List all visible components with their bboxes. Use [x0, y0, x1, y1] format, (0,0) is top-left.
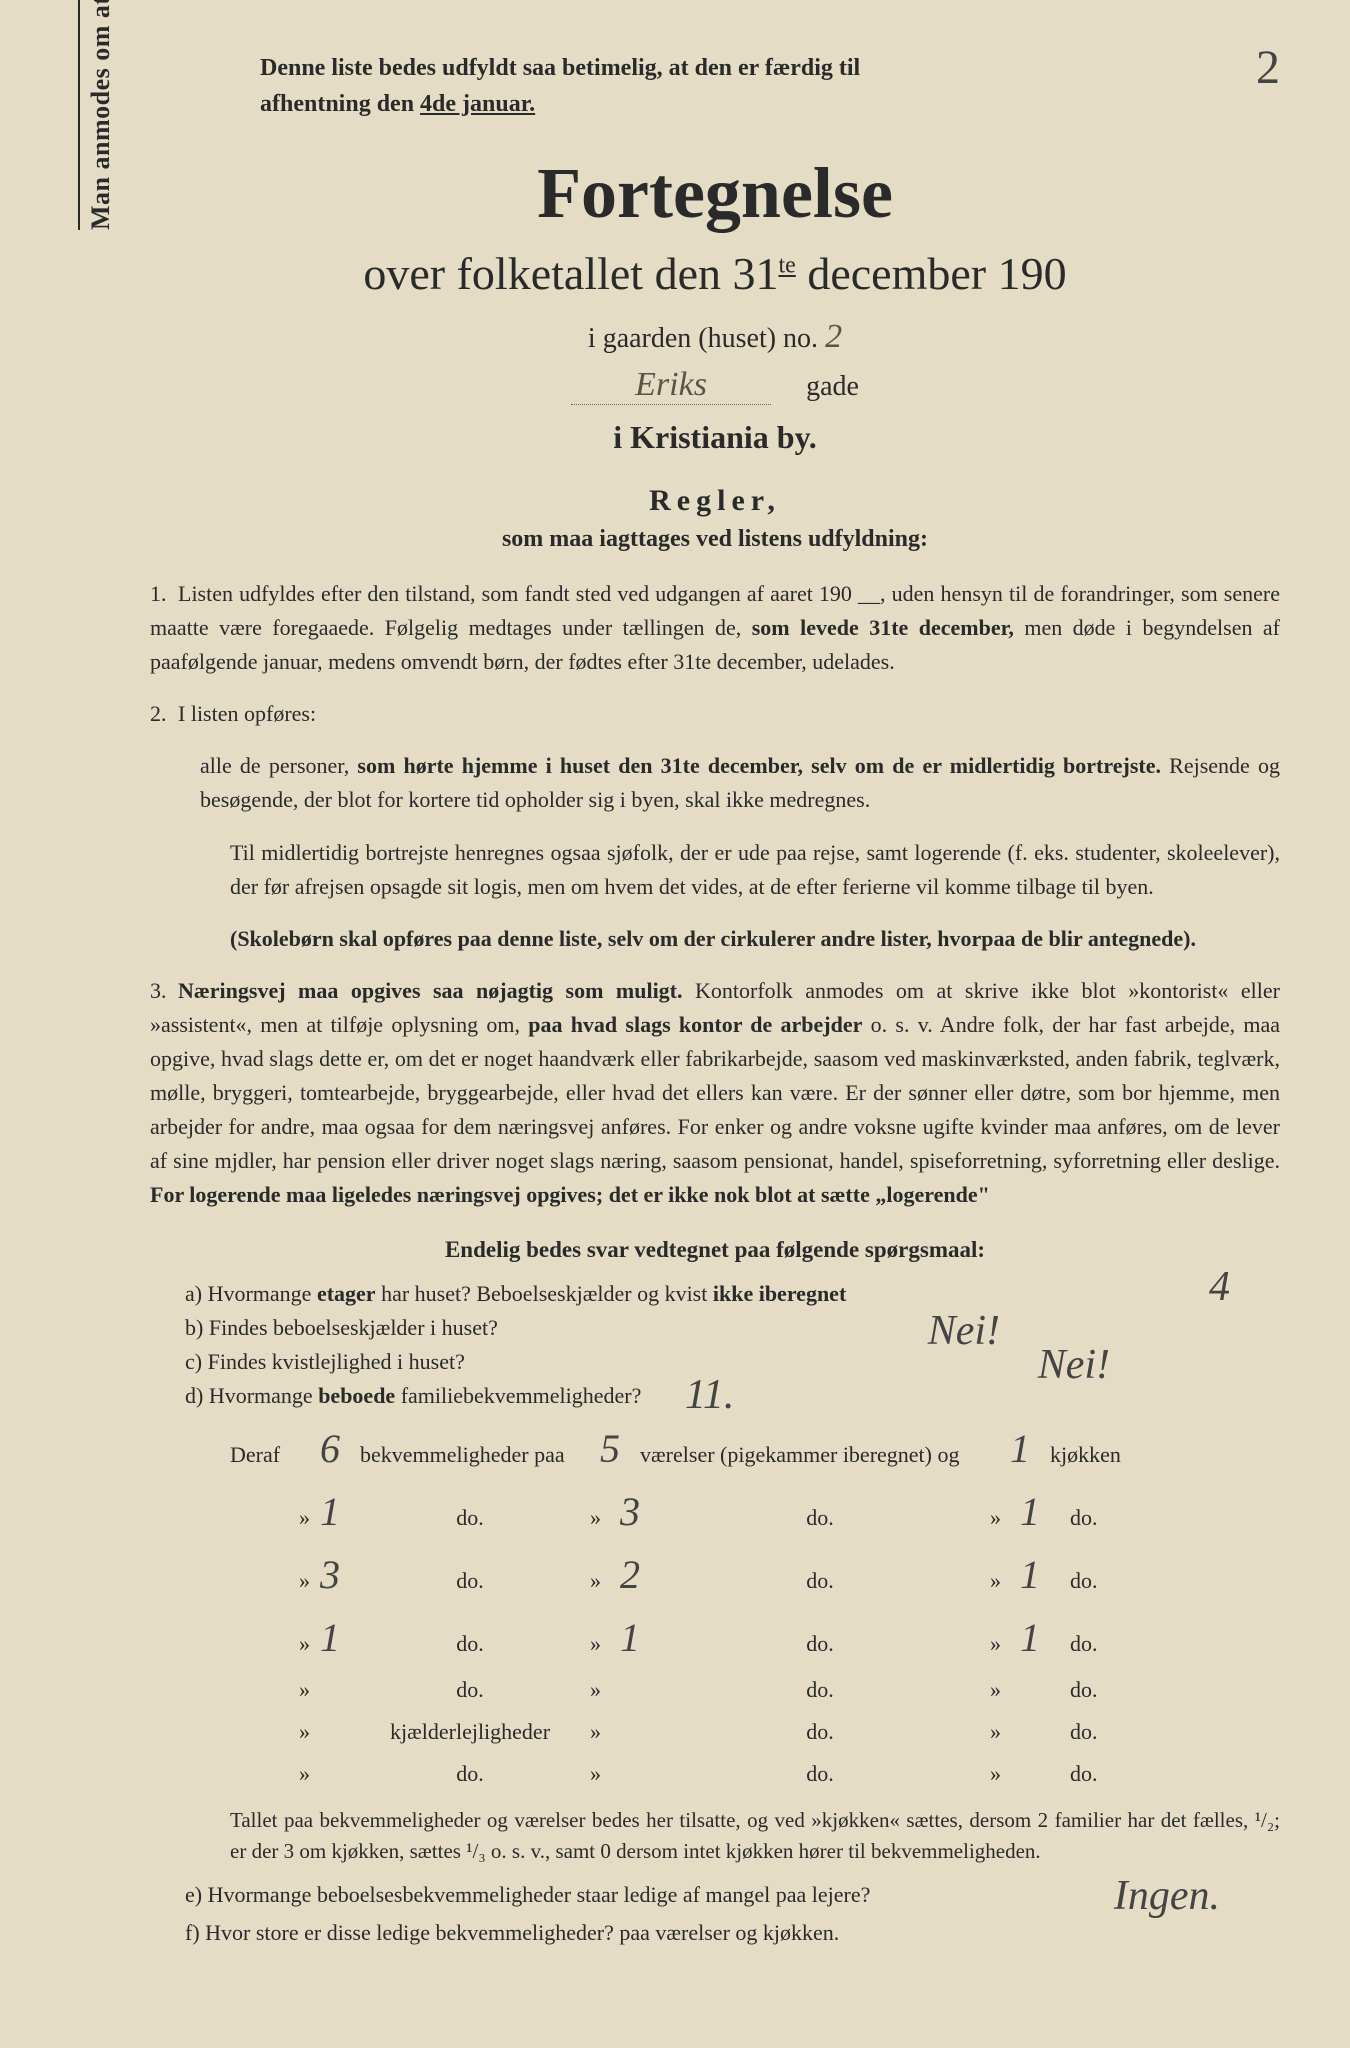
qd-answer: 11. — [685, 1371, 734, 1419]
street-name: Eriks — [571, 366, 771, 405]
r1-l1: do. — [350, 1505, 590, 1531]
r2-c3: 1 — [1010, 1551, 1050, 1598]
table-row-2: » 3 do. » 2 do. » 1 do. — [230, 1551, 1280, 1598]
r5-l3: do. — [1050, 1719, 1098, 1745]
r1-l3: do. — [1050, 1505, 1098, 1531]
r4-l3: do. — [1050, 1677, 1098, 1703]
r5-l2: do. — [650, 1719, 990, 1745]
rule3-bold2: paa hvad slags kontor de arbejder — [528, 1012, 862, 1037]
qe-answer: Ingen. — [1114, 1872, 1220, 1920]
vertical-instruction: Man anmodes om at gjennemlæse og nøje at… — [78, 0, 116, 230]
rule2a-text: alle de personer, — [200, 753, 357, 778]
table-row-5: » kjælderlejligheder » do. » do. — [230, 1719, 1280, 1745]
r6-l2: do. — [650, 1761, 990, 1787]
rule3-bold1: Næringsvej maa opgives saa nøjagtig som … — [178, 978, 683, 1003]
subtitle-sup: te — [779, 253, 796, 279]
header-note-line1: Denne liste bedes udfyldt saa betimelig,… — [260, 55, 860, 81]
footer-note: Tallet paa bekvemmeligheder og værelser … — [230, 1805, 1280, 1868]
qb-text: Findes beboelseskjælder i huset? — [209, 1315, 498, 1340]
subtitle-post: december 190 — [796, 248, 1067, 299]
table-row-6: » do. » do. » do. — [230, 1761, 1280, 1787]
header-note: Denne liste bedes udfyldt saa betimelig,… — [260, 50, 1280, 122]
r6-l1: do. — [350, 1761, 590, 1787]
street-line: Eriks gade — [150, 366, 1280, 405]
deraf-label: Deraf — [230, 1442, 310, 1468]
header-date: 4de januar. — [420, 91, 535, 117]
gade-label: gade — [806, 371, 859, 402]
r3-l3: do. — [1050, 1631, 1098, 1657]
r1-c2: 3 — [610, 1488, 650, 1535]
r1-l2: do. — [650, 1505, 990, 1531]
question-d: d) Hvormange beboede familiebekvemmeligh… — [185, 1383, 1280, 1409]
subtitle: over folketallet den 31te december 190 — [150, 247, 1280, 300]
rule-2a: alle de personer, som hørte hjemme i hus… — [200, 749, 1280, 817]
r2-l1: do. — [350, 1568, 590, 1594]
qd-bold: beboede — [318, 1383, 395, 1408]
qc-answer: Nei! — [1038, 1341, 1110, 1389]
rule3-bold3: For logerende maa ligeledes næringsvej o… — [150, 1182, 990, 1207]
qa-text: Hvormange — [208, 1281, 317, 1306]
r2-l2: do. — [650, 1568, 990, 1594]
question-b: b) Findes beboelseskjælder i huset? Nei! — [185, 1315, 1280, 1341]
r6-l3: do. — [1050, 1761, 1098, 1787]
qb-answer: Nei! — [928, 1307, 1000, 1355]
question-e: e) Hvormange beboelsesbekvemmeligheder s… — [185, 1882, 1280, 1908]
rules-subtitle: som maa iagttages ved listens udfyldning… — [150, 526, 1280, 553]
r3-c1: 1 — [310, 1614, 350, 1661]
table-row-4: » do. » do. » do. — [230, 1677, 1280, 1703]
city-line: i Kristiania by. — [150, 419, 1280, 456]
r3-l1: do. — [350, 1631, 590, 1657]
dwellings-table: Deraf 6 bekvemmeligheder paa 5 værelser … — [230, 1425, 1280, 1787]
main-title: Fortegnelse — [150, 152, 1280, 235]
question-f: f) Hvor store er disse ledige bekvemmeli… — [185, 1920, 1280, 1946]
r0-l3: kjøkken — [1040, 1442, 1121, 1468]
r0-c3: 1 — [1000, 1425, 1040, 1472]
rule2a-bold: som hørte hjemme i huset den 31te decemb… — [357, 753, 1161, 778]
qf-text: Hvor store er disse ledige bekvemmelighe… — [205, 1920, 839, 1945]
r2-c2: 2 — [610, 1551, 650, 1598]
qc-text: Findes kvistlejlighed i huset? — [208, 1349, 465, 1374]
r0-l2: værelser (pigekammer iberegnet) og — [630, 1442, 1000, 1468]
r3-l2: do. — [650, 1631, 990, 1657]
r0-c2: 5 — [590, 1425, 630, 1472]
r3-c2: 1 — [610, 1614, 650, 1661]
r4-l2: do. — [650, 1677, 990, 1703]
rule-2: 2.I listen opføres: — [150, 697, 1280, 731]
r4-l1: do. — [350, 1677, 590, 1703]
house-number-line: i gaarden (huset) no. 2 — [150, 318, 1280, 356]
main-content: Denne liste bedes udfyldt saa betimelig,… — [150, 50, 1280, 1946]
corner-mark: 2 — [1256, 40, 1280, 95]
house-number-value: 2 — [825, 318, 842, 355]
qd-cont: familiebekvemmeligheder? — [395, 1383, 641, 1408]
rules-title: Regler, — [150, 484, 1280, 518]
rule1-bold: som levede 31te december, — [752, 615, 1014, 640]
table-row-3: » 1 do. » 1 do. » 1 do. — [230, 1614, 1280, 1661]
r2-l3: do. — [1050, 1568, 1098, 1594]
r0-l1: bekvemmeligheder paa — [350, 1442, 590, 1468]
qe-text: Hvormange beboelsesbekvemmeligheder staa… — [208, 1882, 871, 1907]
table-row-0: Deraf 6 bekvemmeligheder paa 5 værelser … — [230, 1425, 1280, 1472]
table-row-1: » 1 do. » 3 do. » 1 do. — [230, 1488, 1280, 1535]
r0-c1: 6 — [310, 1425, 350, 1472]
header-note-line2: afhentning den — [260, 91, 420, 117]
question-a: a) Hvormange etager har huset? Beboelses… — [185, 1281, 1280, 1307]
r3-c3: 1 — [1010, 1614, 1050, 1661]
rule-2c: (Skolebørn skal opføres paa denne liste,… — [230, 922, 1280, 956]
rule2-intro: I listen opføres: — [178, 701, 316, 726]
rule-1: 1.Listen udfyldes efter den tilstand, so… — [150, 577, 1280, 679]
r1-c1: 1 — [310, 1488, 350, 1535]
qa-cont: har huset? Beboelseskjælder og kvist — [376, 1281, 713, 1306]
qa-answer: 4 — [1209, 1263, 1230, 1311]
rule-3: 3.Næringsvej maa opgives saa nøjagtig so… — [150, 974, 1280, 1213]
qd-text: Hvormange — [209, 1383, 318, 1408]
r1-c3: 1 — [1010, 1488, 1050, 1535]
rule-2b: Til midlertidig bortrejste henregnes ogs… — [230, 836, 1280, 904]
subtitle-pre: over folketallet den 31 — [363, 248, 778, 299]
r2-c1: 3 — [310, 1551, 350, 1598]
qa-bold2: ikke iberegnet — [713, 1281, 846, 1306]
qa-bold: etager — [317, 1281, 376, 1306]
final-questions-header: Endelig bedes svar vedtegnet paa følgend… — [150, 1237, 1280, 1263]
r5-l1: kjælderlejligheder — [350, 1719, 590, 1745]
gaarden-label: i gaarden (huset) no. — [588, 323, 825, 354]
